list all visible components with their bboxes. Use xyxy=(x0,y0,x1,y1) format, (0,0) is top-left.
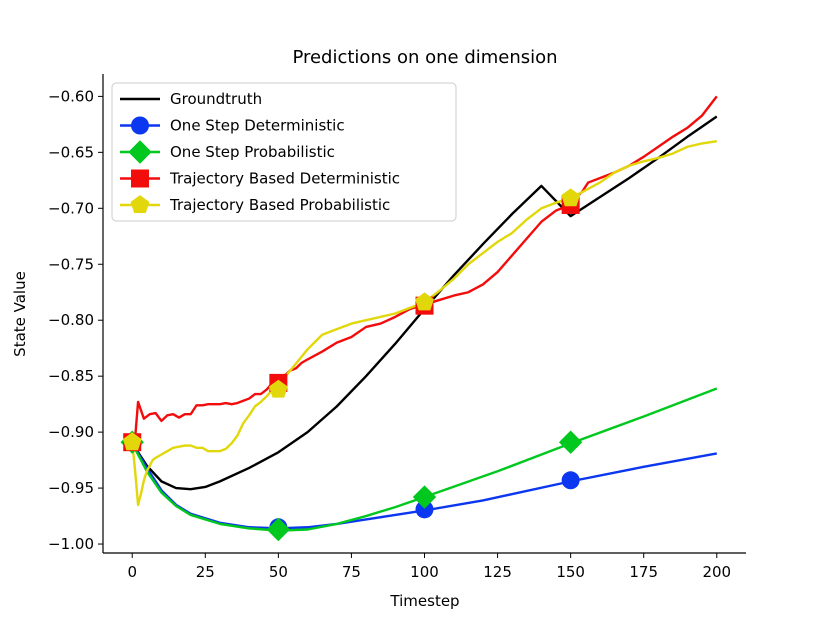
y-tick-label: −0.65 xyxy=(48,143,94,161)
x-tick-label: 200 xyxy=(702,563,731,581)
series-2-marker xyxy=(412,485,437,509)
series-2-marker xyxy=(558,430,583,454)
x-tick-label: 125 xyxy=(483,563,512,581)
legend-label: One Step Probabilistic xyxy=(170,143,335,161)
y-tick-label: −0.90 xyxy=(48,423,94,441)
y-tick-label: −0.60 xyxy=(48,87,94,105)
legend-marker-2 xyxy=(128,140,152,164)
series-line-0 xyxy=(131,115,718,491)
legend-marker-3 xyxy=(131,169,149,188)
x-tick-label: 25 xyxy=(196,563,215,581)
legend-label: One Step Deterministic xyxy=(170,117,345,135)
legend-marker-1 xyxy=(131,116,149,135)
legend-frame xyxy=(111,82,457,222)
series-2-marker xyxy=(266,517,291,542)
y-tick-label: −0.70 xyxy=(48,199,94,217)
legend-label: Trajectory Based Probabilistic xyxy=(169,196,390,214)
legend: Groundtruth One Step Deterministic One Ste… xyxy=(111,82,457,222)
x-tick-label: 100 xyxy=(410,563,439,581)
series-4-marker xyxy=(268,379,288,398)
series-line-2 xyxy=(131,387,718,532)
y-tick-label: −1.00 xyxy=(48,535,94,553)
series-4-marker xyxy=(415,292,434,311)
series-1-marker xyxy=(561,471,580,490)
x-tick-label: 0 xyxy=(127,563,137,581)
series-markers xyxy=(120,188,583,542)
legend-label: Trajectory Based Deterministic xyxy=(169,170,400,188)
x-tick-label: 50 xyxy=(269,563,288,581)
y-tick-label: −0.95 xyxy=(48,479,94,497)
series-1-marker xyxy=(415,500,434,519)
series-4-marker xyxy=(561,188,581,207)
y-tick-label: −0.75 xyxy=(48,255,94,273)
axes: 0 25 50 75 100 125 150 175 200 −1.00 −0.95 −0.90 −0.… xyxy=(48,87,731,581)
y-tick-label: −0.80 xyxy=(48,311,94,329)
y-axis-label: State Value xyxy=(11,271,29,357)
legend-marker-4 xyxy=(130,195,150,214)
legend-label: Groundtruth xyxy=(170,90,262,108)
y-tick-label: −0.85 xyxy=(48,367,94,385)
chart-title: Predictions on one dimension xyxy=(292,47,557,68)
x-tick-label: 150 xyxy=(556,563,585,581)
x-tick-label: 175 xyxy=(629,563,658,581)
series-4-marker xyxy=(122,432,142,451)
x-axis-label: Timestep xyxy=(389,592,459,610)
x-tick-label: 75 xyxy=(342,563,361,581)
